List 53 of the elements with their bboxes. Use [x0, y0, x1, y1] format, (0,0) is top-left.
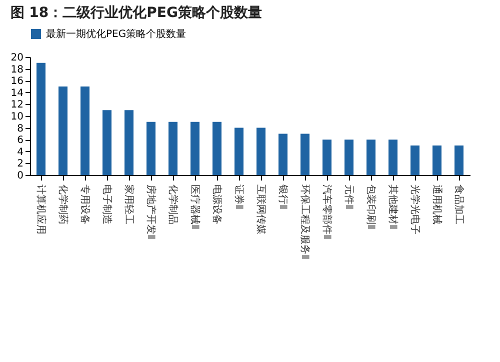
x-tick-label: 电源设备	[211, 184, 223, 224]
y-tick-label: 6	[17, 135, 24, 146]
x-tick-label: 计算机应用	[35, 184, 47, 234]
x-tick-label: 房地产开发Ⅱ	[145, 184, 157, 240]
bar	[80, 86, 90, 175]
bar	[124, 110, 134, 175]
y-tick-label: 2	[17, 158, 24, 170]
bar	[102, 110, 112, 175]
bar	[190, 122, 200, 175]
chart-title: 图 18：二级行业优化PEG策略个股数量	[10, 5, 262, 21]
bar	[344, 140, 354, 175]
x-tick-label: 银行Ⅱ	[277, 184, 288, 210]
bar	[36, 62, 46, 175]
y-tick-label: 4	[17, 146, 24, 158]
x-tick-label: 化学制药	[57, 184, 69, 224]
bar	[278, 134, 288, 175]
x-tick-label: 食品加工	[453, 184, 465, 224]
x-tick-label: 家用轻工	[123, 184, 135, 224]
y-tick-label: 8	[17, 123, 24, 134]
bar	[454, 146, 464, 175]
bar	[366, 140, 376, 175]
y-tick-label: 10	[10, 112, 24, 122]
bar	[234, 128, 244, 175]
bar	[58, 86, 68, 175]
y-tick-label: 0	[17, 170, 24, 182]
bar	[432, 146, 442, 175]
bar	[212, 122, 222, 175]
bar	[388, 140, 398, 175]
x-tick-label: 光学光电子	[409, 184, 421, 234]
bar	[168, 122, 178, 175]
legend-label: 最新一期优化PEG策略个股数量	[46, 28, 186, 40]
bar	[322, 140, 332, 175]
x-tick-label: 汽车零部件Ⅱ	[321, 184, 333, 240]
x-tick-label: 其他建材Ⅱ	[387, 184, 399, 230]
x-tick-label: 专用设备	[79, 184, 91, 224]
bar	[256, 128, 266, 175]
x-tick-label: 化学制品	[167, 184, 179, 224]
x-tick-label: 医疗器械Ⅱ	[189, 184, 201, 230]
x-tick-label: 环保工程及服务Ⅱ	[299, 184, 311, 260]
x-tick-label: 元件Ⅱ	[343, 184, 354, 210]
x-tick-label: 互联网传媒	[255, 184, 267, 234]
y-tick-label: 16	[10, 76, 24, 88]
bar	[300, 134, 310, 175]
x-tick-label: 通用机械	[431, 184, 443, 224]
x-tick-label: 包装印刷Ⅱ	[365, 184, 377, 230]
y-tick-label: 12	[10, 100, 24, 111]
bar	[410, 146, 420, 175]
bar	[146, 122, 156, 175]
y-tick-label: 18	[10, 64, 24, 76]
x-tick-label: 电子制造	[101, 184, 113, 224]
y-tick-label: 20	[10, 52, 24, 64]
y-tick-label: 14	[10, 88, 24, 99]
x-tick-label: 证券Ⅱ	[233, 184, 245, 210]
